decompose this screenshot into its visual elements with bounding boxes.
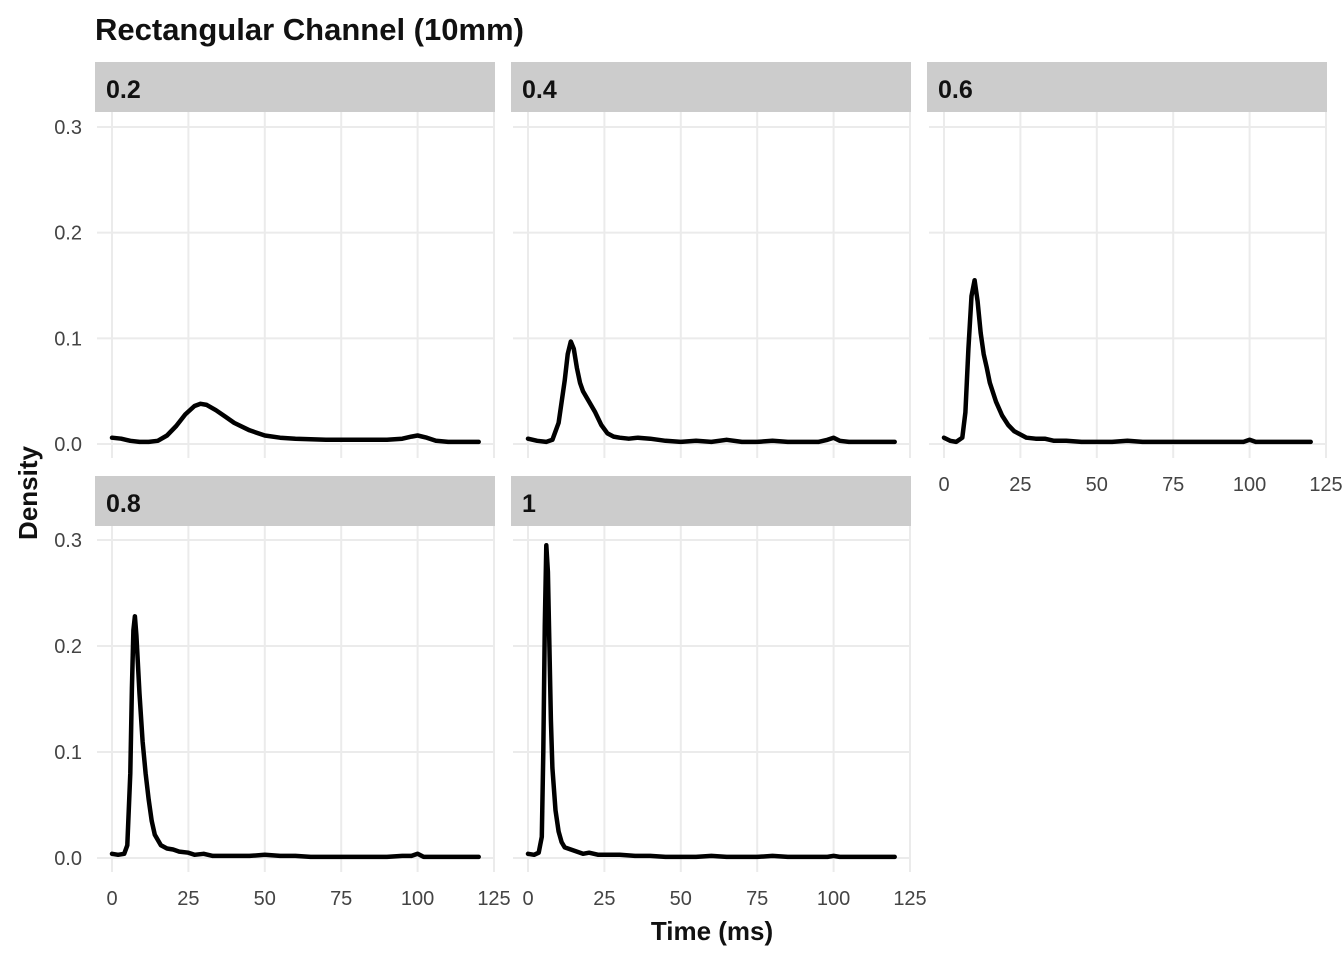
facet-panel-0-2: 0.2 0.0 0.1 0.2 0.3: [54, 62, 495, 458]
density-line: [109, 401, 481, 445]
facet-strip: [511, 62, 911, 112]
x-tick-label: 25: [1009, 474, 1031, 496]
y-tick-label: 0.2: [54, 223, 82, 245]
x-tick-label: 25: [593, 888, 615, 910]
x-tick-label: 125: [477, 888, 510, 910]
y-tick-label: 0.0: [54, 434, 82, 456]
x-tick-label: 50: [254, 888, 276, 910]
x-tick-label: 75: [1162, 474, 1184, 496]
y-axis-title: Density: [13, 446, 43, 540]
x-tick-label: 100: [1233, 474, 1266, 496]
facet-strip-label: 0.2: [106, 76, 141, 104]
facet-strip-label: 1: [522, 490, 536, 518]
facet-strip-label: 0.4: [522, 76, 557, 104]
x-tick-label: 125: [1309, 474, 1342, 496]
facet-panel-0-4: 0.4: [511, 62, 911, 458]
facet-strip-label: 0.8: [106, 490, 141, 518]
density-line: [109, 614, 481, 860]
density-line: [525, 339, 897, 445]
x-tick-label: 0: [106, 888, 117, 910]
x-tick-label: 100: [817, 888, 850, 910]
x-tick-label: 0: [522, 888, 533, 910]
y-tick-label: 0.1: [54, 328, 82, 350]
facet-panel-0-6: 0.6 0 25 50 75 100 125: [927, 62, 1343, 496]
x-tick-label: 50: [1086, 474, 1108, 496]
facet-strip-label: 0.6: [938, 76, 973, 104]
y-tick-label: 0.3: [54, 530, 82, 552]
x-tick-label: 100: [401, 888, 434, 910]
facet-panels: 0.20.00.10.20.30.4 0.60 25 50 75 100 1250.80.0…: [54, 62, 1343, 910]
x-tick-label: 50: [670, 888, 692, 910]
x-tick-label: 75: [330, 888, 352, 910]
y-tick-label: 0.2: [54, 636, 82, 658]
facet-strip: [511, 476, 911, 526]
x-axis-title: Time (ms): [651, 916, 773, 946]
x-tick-label: 25: [177, 888, 199, 910]
x-tick-label: 0: [938, 474, 949, 496]
y-tick-label: 0.1: [54, 742, 82, 764]
x-tick-label: 75: [746, 888, 768, 910]
facet-panel-0-8: 0.8 0.0 0.1 0.2 0.3 0 25 50 75 100 125: [54, 476, 511, 910]
y-tick-label: 0.3: [54, 117, 82, 139]
chart-title: Rectangular Channel (10mm): [95, 12, 524, 47]
facet-strip: [927, 62, 1327, 112]
x-tick-label: 125: [893, 888, 926, 910]
facet-panel-1: 1 0 25 50 75 100 125: [511, 476, 927, 910]
facet-strip: [95, 62, 495, 112]
y-tick-label: 0.0: [54, 848, 82, 870]
density-line: [941, 277, 1313, 445]
facet-strip: [95, 476, 495, 526]
density-line: [525, 543, 897, 860]
